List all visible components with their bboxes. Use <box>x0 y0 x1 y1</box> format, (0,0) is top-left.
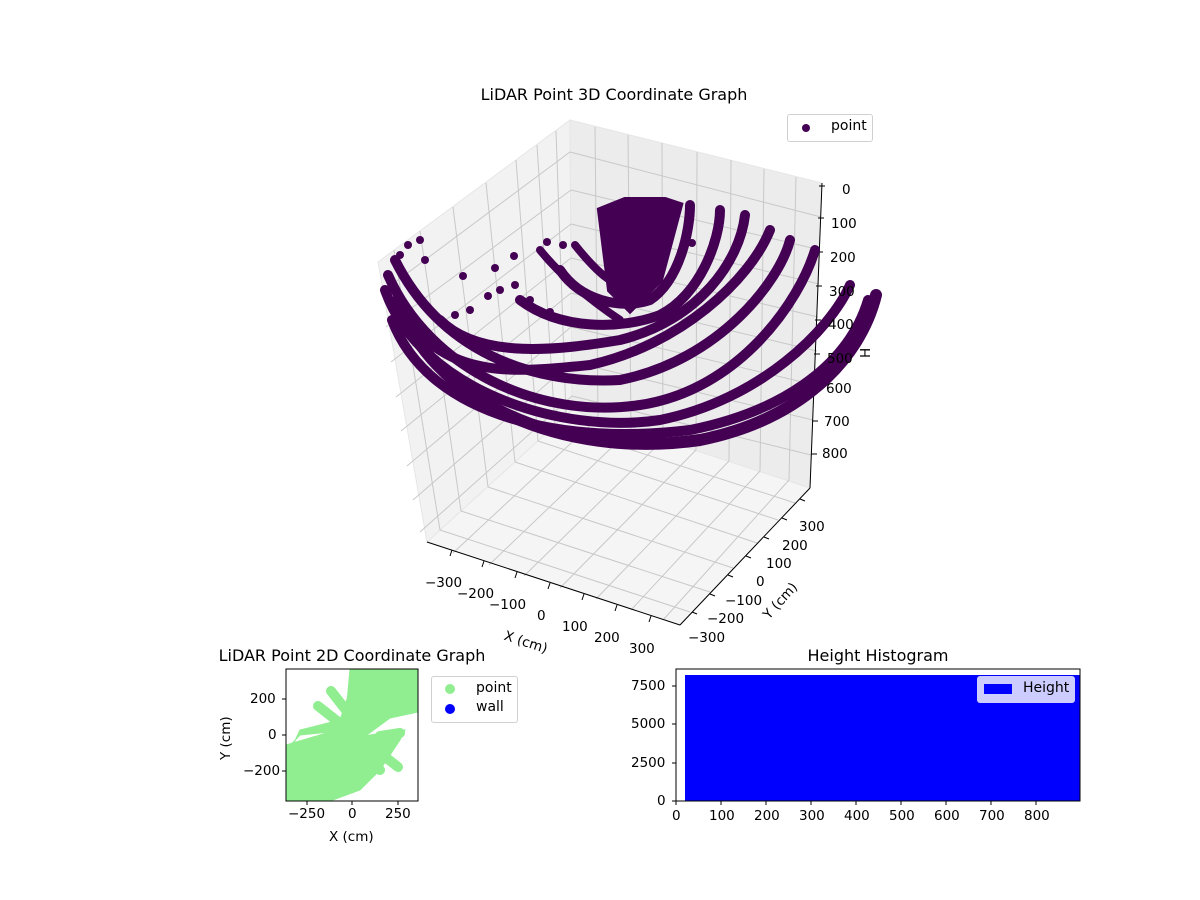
hist-title: Height Histogram <box>807 646 949 665</box>
ztick: 800 <box>822 446 848 462</box>
legend-point-label: point <box>831 118 867 134</box>
plot2d-title: LiDAR Point 2D Coordinate Graph <box>218 646 486 665</box>
legend-point-label: point <box>476 680 512 696</box>
ztick: 300 <box>829 284 855 300</box>
ytick: −200 <box>707 611 745 627</box>
plot2d-legend: point wall <box>431 676 518 723</box>
ytick: 7500 <box>631 678 666 694</box>
xtick: 100 <box>562 619 588 635</box>
ytick: 0 <box>657 793 666 809</box>
ytick: −300 <box>688 630 726 646</box>
ytick: 0 <box>268 727 277 743</box>
plot3d-title: LiDAR Point 3D Coordinate Graph <box>480 85 748 104</box>
xtick: 0 <box>537 608 546 624</box>
plot3d-x-axis-line <box>426 541 681 626</box>
xtick: −250 <box>288 806 326 822</box>
xtick: 300 <box>799 808 825 824</box>
ytick: 300 <box>799 519 825 535</box>
xtick: 100 <box>709 808 735 824</box>
plot3d-point-cloud <box>380 197 882 450</box>
xtick: −300 <box>425 575 463 591</box>
plot3d-legend: point <box>787 114 873 142</box>
xtick: 200 <box>594 630 620 646</box>
legend-height-patch-icon <box>984 684 1012 694</box>
ztick: 700 <box>824 414 850 430</box>
hist-legend: Height <box>977 676 1075 703</box>
plot2d-points <box>286 669 418 801</box>
ztick: 400 <box>828 317 854 333</box>
xtick: 800 <box>1024 808 1050 824</box>
legend-height-label: Height <box>1023 680 1070 696</box>
ztick: 600 <box>826 381 852 397</box>
xtick: −100 <box>489 597 527 613</box>
xtick: 600 <box>934 808 960 824</box>
legend-point-marker-icon <box>445 684 455 694</box>
xtick: 200 <box>754 808 780 824</box>
ytick: 0 <box>756 574 765 590</box>
legend-wall-marker-icon <box>445 704 455 714</box>
plot3d-y-axis-line <box>679 487 811 626</box>
legend-point-marker-icon <box>802 124 810 132</box>
plot2d-xlabel: X (cm) <box>329 829 374 845</box>
xtick: 0 <box>348 806 357 822</box>
hist-frame <box>675 668 1081 802</box>
ztick: 0 <box>842 182 851 198</box>
ytick: 100 <box>766 556 792 572</box>
xtick: −200 <box>457 586 495 602</box>
ztick: 100 <box>831 216 857 232</box>
xtick: 300 <box>629 641 655 657</box>
xtick: 500 <box>889 808 915 824</box>
xtick: 700 <box>979 808 1005 824</box>
ztick: 200 <box>830 250 856 266</box>
plot3d-scattered-points <box>396 236 696 319</box>
xtick: 0 <box>672 808 681 824</box>
xtick: 250 <box>385 806 411 822</box>
ytick: 200 <box>782 538 808 554</box>
ytick: −200 <box>243 763 281 779</box>
ytick: −100 <box>725 593 763 609</box>
ytick: 5000 <box>631 716 666 732</box>
ztick: 500 <box>827 351 853 367</box>
xtick: 400 <box>844 808 870 824</box>
legend-wall-label: wall <box>476 699 504 715</box>
ytick: 2500 <box>631 755 666 771</box>
ytick: 200 <box>250 691 276 707</box>
